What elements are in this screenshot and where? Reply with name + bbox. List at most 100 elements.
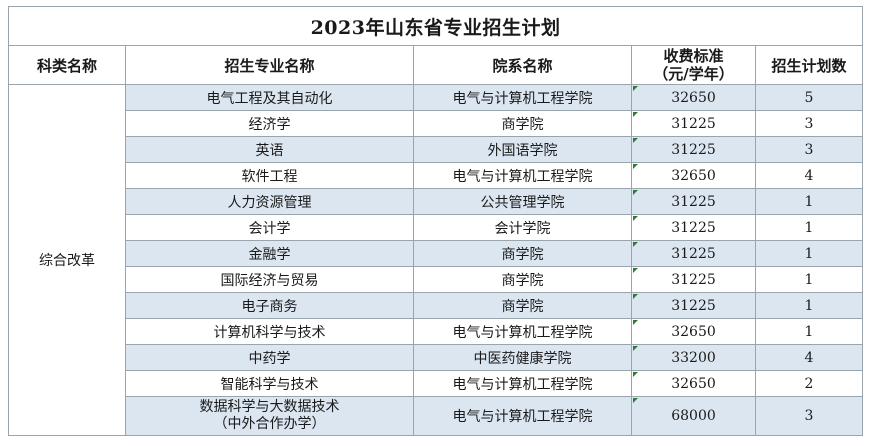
fee-cell: 31225 (631, 266, 756, 293)
header-plan: 招生计划数 (754, 45, 864, 85)
header-fee-line1: 收费标准 (663, 47, 724, 65)
department-cell: 电气与计算机工程学院 (413, 370, 632, 397)
fee-value: 31225 (671, 193, 716, 210)
major-line1: 数据科学与大数据技术 (199, 399, 340, 415)
table-row: 金融学 商学院 31225 1 (9, 240, 864, 267)
cell-marker-icon (633, 216, 638, 221)
fee-value: 31225 (671, 141, 716, 158)
fee-value: 31225 (671, 297, 716, 314)
header-major: 招生专业名称 (125, 45, 414, 85)
header-department: 院系名称 (413, 45, 632, 85)
plan-cell: 3 (754, 136, 864, 163)
plan-cell: 1 (754, 292, 864, 319)
fee-value: 32650 (671, 375, 716, 392)
table-row: 国际经济与贸易 商学院 31225 1 (9, 266, 864, 293)
department-cell: 电气与计算机工程学院 (413, 162, 632, 189)
cell-marker-icon (633, 164, 638, 169)
cell-marker-icon (633, 138, 638, 143)
table-row: 经济学 商学院 31225 3 (9, 110, 864, 137)
fee-cell: 31225 (631, 188, 756, 215)
major-cell: 软件工程 (125, 162, 414, 189)
table-row: 数据科学与大数据技术 （中外合作办学） 电气与计算机工程学院 68000 3 (9, 396, 864, 436)
major-cell: 智能科学与技术 (125, 370, 414, 397)
header-fee: 收费标准 （元/学年） (631, 45, 756, 85)
fee-cell: 32650 (631, 370, 756, 397)
plan-cell: 3 (754, 396, 864, 436)
department-cell: 商学院 (413, 266, 632, 293)
plan-cell: 4 (754, 344, 864, 371)
fee-cell: 32650 (631, 162, 756, 189)
major-cell: 人力资源管理 (125, 188, 414, 215)
major-cell: 数据科学与大数据技术 （中外合作办学） (125, 396, 414, 436)
major-cell: 电子商务 (125, 292, 414, 319)
plan-cell: 5 (754, 84, 864, 111)
fee-value: 31225 (671, 219, 716, 236)
department-cell: 商学院 (413, 240, 632, 267)
plan-cell: 1 (754, 240, 864, 267)
table-title: 2023年山东省专业招生计划 (7, 6, 864, 46)
plan-cell: 1 (754, 266, 864, 293)
major-cell: 计算机科学与技术 (125, 318, 414, 345)
cell-marker-icon (633, 242, 638, 247)
fee-value: 31225 (671, 115, 716, 132)
header-fee-line2: （元/学年） (653, 65, 734, 83)
department-cell: 商学院 (413, 292, 632, 319)
cell-marker-icon (633, 112, 638, 117)
table-row: 智能科学与技术 电气与计算机工程学院 32650 2 (9, 370, 864, 397)
cell-marker-icon (633, 346, 638, 351)
major-cell: 国际经济与贸易 (125, 266, 414, 293)
major-line2: （中外合作办学） (213, 416, 326, 432)
fee-value: 68000 (671, 408, 716, 424)
header-category: 科类名称 (8, 45, 126, 85)
table-row: 中药学 中医药健康学院 33200 4 (9, 344, 864, 371)
plan-cell: 2 (754, 370, 864, 397)
department-cell: 公共管理学院 (413, 188, 632, 215)
category-cell: 综合改革 (8, 84, 126, 436)
major-cell: 中药学 (125, 344, 414, 371)
fee-cell: 32650 (631, 318, 756, 345)
fee-value: 31225 (671, 245, 716, 262)
table-row: 电子商务 商学院 31225 1 (9, 292, 864, 319)
fee-value: 32650 (671, 323, 716, 340)
cell-marker-icon (633, 294, 638, 299)
fee-cell: 32650 (631, 84, 756, 111)
major-cell: 经济学 (125, 110, 414, 137)
table-body: 综合改革 电气工程及其自动化 电气与计算机工程学院 32650 5 经济学 商学院 31225… (8, 84, 864, 436)
fee-cell: 68000 (631, 396, 756, 436)
fee-value: 32650 (671, 167, 716, 184)
major-cell: 会计学 (125, 214, 414, 241)
fee-cell: 31225 (631, 214, 756, 241)
fee-cell: 31225 (631, 292, 756, 319)
table-row: 综合改革 电气工程及其自动化 电气与计算机工程学院 32650 5 (8, 84, 864, 436)
plan-cell: 3 (754, 110, 864, 137)
table-row: 英语 外国语学院 31225 3 (9, 136, 864, 163)
department-cell: 电气与计算机工程学院 (413, 396, 632, 436)
table-row: 人力资源管理 公共管理学院 31225 1 (9, 188, 864, 215)
fee-value: 31225 (671, 271, 716, 288)
fee-value: 32650 (671, 89, 716, 106)
cell-marker-icon (633, 268, 638, 273)
header-row: 科类名称 招生专业名称 院系名称 收费标准 （元/学年） 招生计划数 (8, 45, 864, 85)
department-cell: 电气与计算机工程学院 (413, 84, 632, 111)
plan-cell: 1 (754, 188, 864, 215)
major-cell: 金融学 (125, 240, 414, 267)
table-row: 会计学 会计学院 31225 1 (9, 214, 864, 241)
cell-marker-icon (633, 190, 638, 195)
major-cell: 电气工程及其自动化 (125, 84, 414, 111)
enrollment-plan-table: 2023年山东省专业招生计划 科类名称 招生专业名称 院系名称 收费标准 （元/… (7, 6, 864, 436)
fee-cell: 31225 (631, 136, 756, 163)
department-cell: 商学院 (413, 110, 632, 137)
department-cell: 会计学院 (413, 214, 632, 241)
plan-cell: 4 (754, 162, 864, 189)
fee-cell: 33200 (631, 344, 756, 371)
cell-marker-icon (633, 372, 638, 377)
department-cell: 电气与计算机工程学院 (413, 318, 632, 345)
cell-marker-icon (633, 398, 638, 403)
department-cell: 中医药健康学院 (413, 344, 632, 371)
cell-marker-icon (633, 320, 638, 325)
enrollment-plan-sheet: 2023年山东省专业招生计划 科类名称 招生专业名称 院系名称 收费标准 （元/… (7, 6, 864, 436)
fee-cell: 31225 (631, 240, 756, 267)
fee-cell: 31225 (631, 110, 756, 137)
major-cell: 英语 (125, 136, 414, 163)
table-row: 计算机科学与技术 电气与计算机工程学院 32650 1 (9, 318, 864, 345)
